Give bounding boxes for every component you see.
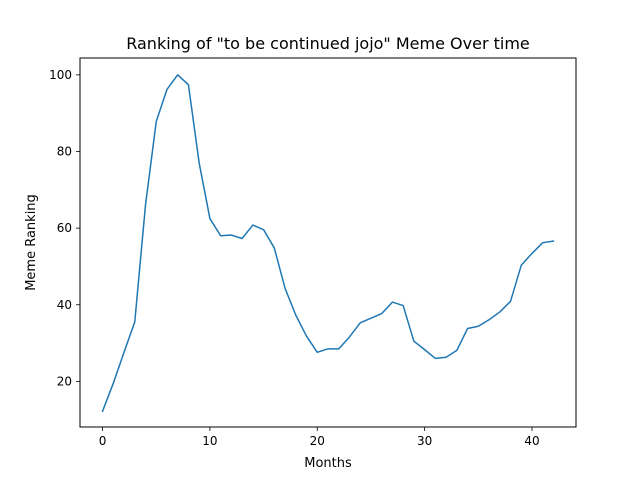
y-tick-label: 80 [57, 144, 72, 158]
x-axis-label: Months [304, 456, 352, 471]
plot-area [80, 58, 576, 427]
y-tick-label: 20 [57, 374, 72, 388]
y-axis-label: Meme Ranking [24, 194, 39, 291]
plot-frame [79, 57, 577, 428]
series-line-0 [101, 74, 555, 413]
y-tick-label: 40 [57, 298, 72, 312]
x-tick-label: 20 [310, 434, 325, 448]
x-tick-label: 0 [99, 434, 107, 448]
series-layer [101, 74, 555, 413]
y-tick-label: 60 [57, 221, 72, 235]
x-axis: 0 10 20 30 40 [99, 427, 540, 448]
y-tick-label: 100 [49, 68, 72, 82]
chart-title: Ranking of "to be continued jojo" Meme O… [126, 34, 530, 53]
x-tick-label: 40 [524, 434, 539, 448]
x-tick-label: 10 [202, 434, 217, 448]
y-axis: 20 40 60 80 100 [49, 68, 80, 388]
x-tick-label: 30 [417, 434, 432, 448]
